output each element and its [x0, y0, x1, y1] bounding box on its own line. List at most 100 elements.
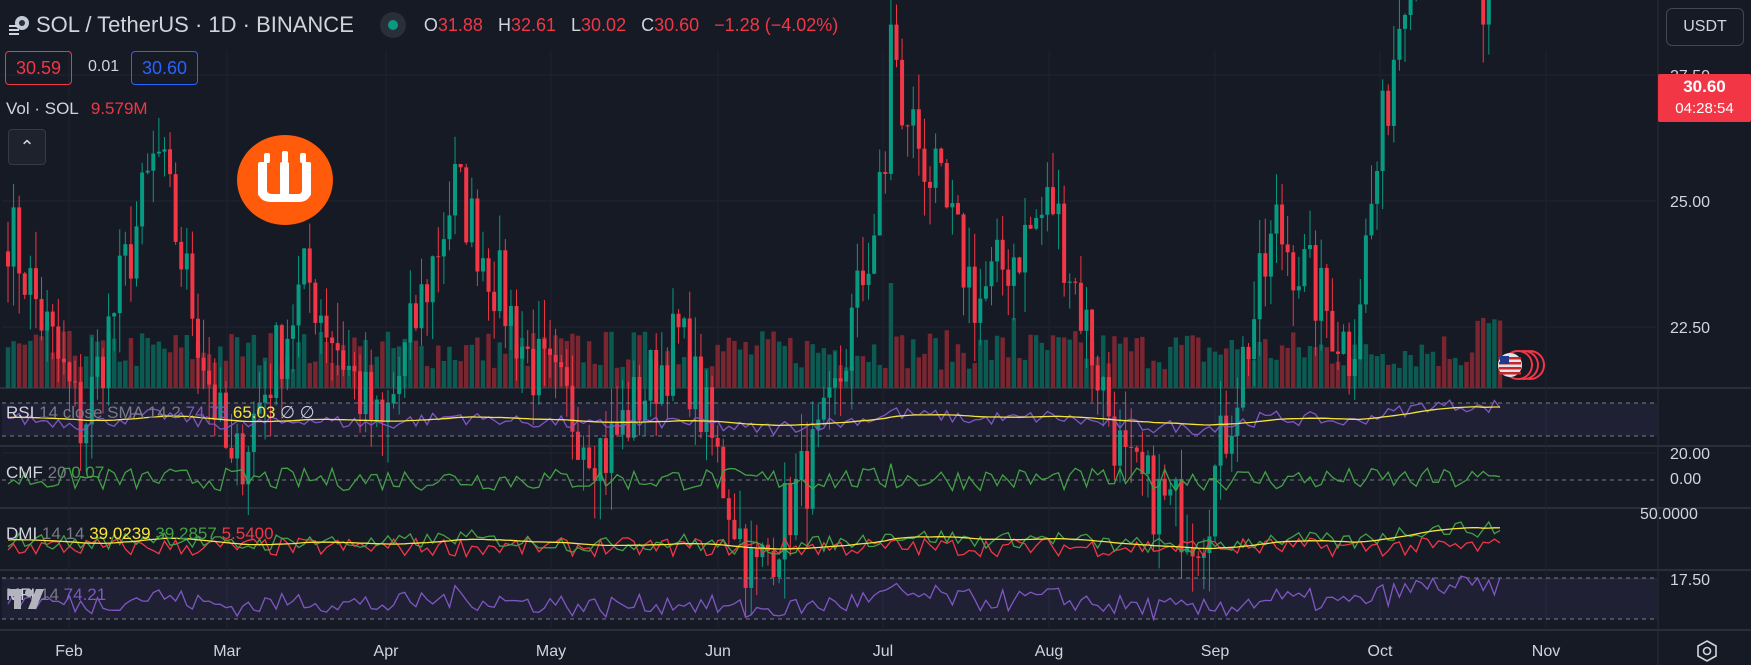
time-tick-label: May [536, 643, 566, 660]
candle-body [1391, 59, 1396, 126]
volume-bar [1168, 346, 1173, 388]
volume-bar [234, 337, 240, 388]
volume-bar [173, 335, 178, 388]
volume-bar [1374, 356, 1380, 388]
candle-body [140, 172, 145, 227]
candle-body [888, 24, 893, 174]
candle-body [1106, 377, 1111, 417]
candle-body [799, 451, 804, 479]
flag-canton [1500, 356, 1509, 364]
volume-legend[interactable]: Vol · SOL 9.579M [6, 99, 148, 119]
volume-bar [1123, 337, 1128, 388]
dmi-legend[interactable]: DMI 14 14 39.0239 39.2857 5.5400 [6, 524, 274, 544]
volume-bar [916, 357, 922, 388]
sell-price-box[interactable]: 30.59 [5, 51, 73, 85]
volume-bar [380, 341, 385, 388]
candle-body [1408, 0, 1413, 15]
candle-body [1011, 257, 1016, 286]
mfi-value: 74.21 [63, 585, 107, 604]
candle-body [1118, 430, 1123, 466]
candle-body [1375, 171, 1380, 204]
volume-bar [983, 339, 989, 388]
tradingview-logo-icon[interactable] [8, 585, 54, 611]
volume-bar [22, 344, 27, 388]
candle-body [195, 318, 200, 358]
time-tick-label: Mar [213, 643, 241, 660]
dmi-minus-value: 5.5400 [221, 524, 274, 543]
candle-body [84, 424, 89, 444]
candle-body [592, 468, 597, 481]
volume-bar [67, 330, 72, 388]
candle-body [1347, 331, 1352, 376]
buy-price-box[interactable]: 30.60 [131, 51, 199, 85]
candle-body [665, 365, 670, 396]
volume-bar [1363, 344, 1369, 388]
volume-bar [229, 334, 234, 388]
volume-bar [1006, 357, 1011, 388]
volume-bar [408, 341, 413, 388]
candle-body [1308, 245, 1313, 250]
candle-body [939, 148, 944, 164]
candle-body [1145, 455, 1150, 474]
candle-body [257, 402, 262, 414]
volume-bar [1475, 320, 1480, 388]
candle-body [514, 306, 519, 359]
volume-bar [866, 361, 871, 388]
candle-body [1213, 465, 1218, 537]
candle-body [922, 148, 927, 182]
price-tick-label: 22.50 [1670, 320, 1710, 337]
volume-bar [816, 352, 821, 388]
volume-bar [335, 365, 340, 388]
candle-body [1090, 309, 1095, 366]
candle-body [1056, 203, 1061, 215]
candle-body [1358, 304, 1363, 360]
collapse-chevron-icon[interactable]: ⌃ [8, 129, 46, 165]
candle-body [637, 377, 642, 421]
volume-bar [324, 342, 329, 388]
volume-bar [743, 341, 748, 388]
volume-bar [726, 337, 732, 388]
settings-gear-icon[interactable] [1696, 640, 1718, 662]
candle-body [598, 438, 603, 481]
candle-body [575, 431, 580, 460]
candle-body [570, 385, 575, 432]
menu-icon[interactable] [8, 14, 30, 36]
volume-bar [318, 332, 324, 388]
volume-bar [1324, 347, 1329, 388]
volume-bar [419, 346, 424, 388]
volume-bar [810, 344, 815, 388]
volume-bar [598, 364, 603, 388]
rsi-legend[interactable]: RSI 14 close SMA 14 2 74.73 65.03 ∅ ∅ [6, 403, 315, 423]
symbol-title[interactable]: SOL / TetherUS · 1D · BINANCE [36, 12, 354, 37]
volume-bar [620, 366, 625, 388]
rsi-params: 14 close SMA 14 2 [39, 403, 181, 422]
candle-body [117, 255, 122, 314]
volume-bar [117, 361, 122, 388]
cmf-legend[interactable]: CMF 20 0.07 [6, 463, 104, 483]
candle-body [855, 270, 860, 308]
rsi-value: 74.73 [185, 403, 229, 422]
volume-bar [626, 359, 631, 388]
candle-body [1173, 479, 1178, 490]
candle-body [944, 163, 949, 208]
flag-stripe [1499, 367, 1521, 370]
market-status-icon[interactable] [379, 12, 406, 38]
candle-body [1185, 548, 1190, 553]
volume-bar [899, 335, 905, 388]
currency-selector[interactable]: USDT [1666, 8, 1744, 46]
volume-bar [575, 335, 581, 388]
volume-bar [1391, 363, 1397, 388]
candle-body [39, 299, 44, 331]
candle-body [1045, 187, 1050, 215]
candle-body [89, 376, 94, 425]
close-value: 30.60 [654, 14, 700, 35]
candle-body [469, 198, 474, 243]
candle-body [425, 284, 430, 303]
candle-body [268, 394, 273, 399]
volume-bar [179, 347, 184, 388]
volume-bar [145, 337, 150, 388]
volume-bar [1039, 342, 1044, 388]
coin-logo-icon [237, 135, 333, 225]
candle-body [441, 239, 446, 257]
